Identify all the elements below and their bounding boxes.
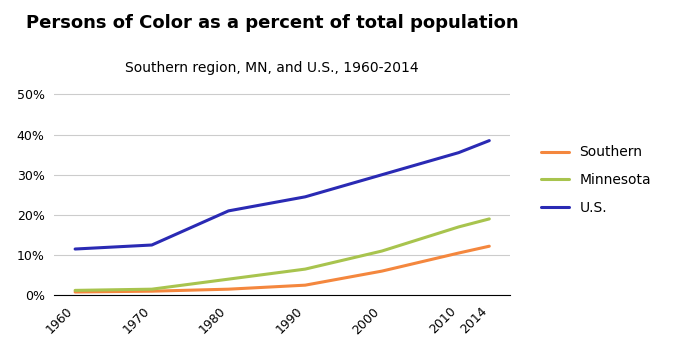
U.S. [301, 195, 309, 199]
Southern [454, 251, 462, 255]
Text: Persons of Color as a percent of total population: Persons of Color as a percent of total p… [26, 14, 518, 32]
U.S. [486, 139, 494, 143]
U.S. [454, 150, 462, 155]
U.S. [378, 172, 386, 177]
Minnesota [378, 249, 386, 253]
Minnesota [71, 288, 79, 293]
Southern [378, 269, 386, 273]
Minnesota [224, 277, 233, 281]
U.S. [224, 209, 233, 213]
Minnesota [301, 267, 309, 271]
Minnesota [454, 225, 462, 229]
Southern [486, 244, 494, 248]
Southern [148, 289, 156, 293]
Text: Southern region, MN, and U.S., 1960-2014: Southern region, MN, and U.S., 1960-2014 [125, 61, 419, 75]
U.S. [71, 247, 79, 251]
U.S. [148, 243, 156, 247]
Legend: Southern, Minnesota, U.S.: Southern, Minnesota, U.S. [535, 140, 657, 221]
Southern [224, 287, 233, 291]
Southern [301, 283, 309, 287]
Minnesota [486, 217, 494, 221]
Line: Southern: Southern [75, 246, 490, 292]
Line: Minnesota: Minnesota [75, 219, 490, 291]
Line: U.S.: U.S. [75, 141, 490, 249]
Minnesota [148, 287, 156, 291]
Southern [71, 290, 79, 294]
